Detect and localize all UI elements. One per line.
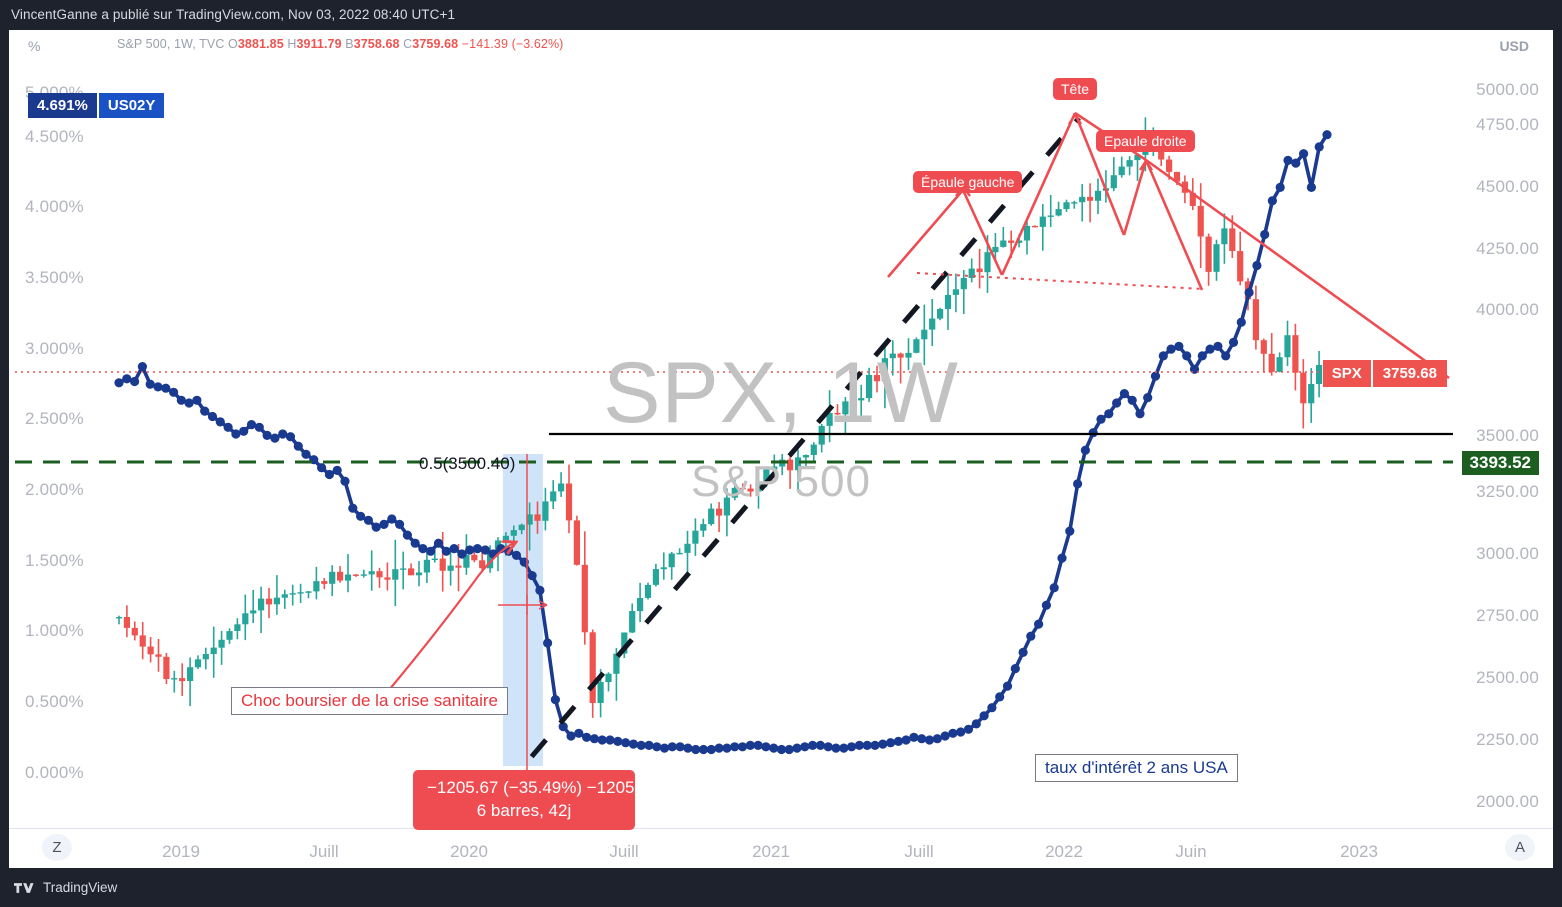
- legend-change: −141.39 (−3.62%): [461, 37, 564, 51]
- left-tick-1500: 1.500%: [25, 551, 84, 570]
- right-tick-4500: 4500.00: [1476, 177, 1539, 196]
- left-tick-4000: 4.000%: [25, 197, 84, 216]
- time-tick-juin-2022: Juin: [1175, 842, 1207, 861]
- right-tick-2000: 2000.00: [1476, 792, 1539, 811]
- right-tick-4250: 4250.00: [1476, 239, 1539, 258]
- left-tick-1000: 1.000%: [25, 621, 84, 640]
- timezone-pill[interactable]: Z: [42, 834, 72, 861]
- us02y-ticker-badge[interactable]: 4.691% US02Y: [28, 93, 165, 118]
- right-axis-unit: USD: [1499, 38, 1529, 54]
- dashed-trendline: [501, 116, 1081, 792]
- right-tick-2500: 2500.00: [1476, 668, 1539, 687]
- right-tick-2750: 2750.00: [1476, 606, 1539, 625]
- time-tick-juill-2020: Juill: [609, 842, 639, 861]
- legend-close-label: C: [403, 37, 413, 51]
- time-axis[interactable]: Z 2019 Juill 2020 Juill 2021 Juill 2022 …: [9, 828, 1553, 868]
- descending-resistance-line: [1145, 158, 1450, 380]
- auto-scale-pill[interactable]: A: [1505, 834, 1535, 861]
- us02y-line-series: [114, 130, 1332, 755]
- spx-ticker: SPX: [1322, 360, 1371, 387]
- left-tick-0500: 0.500%: [25, 692, 84, 711]
- neckline-dotted: [916, 272, 1204, 290]
- spx-last-price: 3759.68: [1370, 360, 1447, 387]
- epaule-droite-pointer: [1139, 158, 1153, 171]
- chart-panel[interactable]: SPX, 1W S&P 500 % USD S&P 500, 1W, TVC O…: [9, 30, 1553, 868]
- chart-legend[interactable]: S&P 500, 1W, TVC O3881.85 H3911.79 B3758…: [117, 37, 563, 51]
- measure-tool-line1: −1205.67 (−35.49%) −120567: [427, 778, 654, 797]
- legend-high-value: 3911.79: [296, 37, 342, 51]
- us02y-ticker: US02Y: [96, 93, 165, 118]
- legend-close-value: 3759.68: [412, 37, 459, 51]
- time-tick-juill-2021: Juill: [904, 842, 934, 861]
- legend-low-label: B: [345, 37, 354, 51]
- label-tete[interactable]: Tête: [1053, 78, 1098, 100]
- covid-highlight-region: [503, 454, 543, 766]
- footer-bar: TradingView: [0, 868, 1562, 907]
- attribution-bar: VincentGanne a publié sur TradingView.co…: [0, 0, 1562, 28]
- label-choc-boursier[interactable]: Choc boursier de la crise sanitaire: [231, 687, 509, 715]
- tete-pointer: [1068, 112, 1082, 125]
- time-tick-2021: 2021: [752, 842, 790, 861]
- legend-symbol[interactable]: S&P 500, 1W, TVC: [117, 37, 225, 51]
- left-tick-2500: 2.500%: [25, 409, 84, 428]
- left-axis-unit: %: [28, 38, 41, 54]
- footer-brand: TradingView: [43, 880, 118, 895]
- left-tick-2000: 2.000%: [25, 480, 84, 499]
- time-tick-juill-2019: Juill: [309, 842, 339, 861]
- chart-drawing-layer: [15, 111, 1453, 799]
- spx-price-badge[interactable]: SPX 3759.68: [1322, 360, 1447, 387]
- right-tick-5000: 5000.00: [1476, 80, 1539, 99]
- us02y-value: 4.691%: [28, 93, 97, 118]
- label-fib-level[interactable]: 0.5(3500.40): [419, 454, 516, 473]
- left-tick-3000: 3.000%: [25, 339, 84, 358]
- label-epaule-gauche[interactable]: Épaule gauche: [913, 171, 1023, 193]
- measure-tool-line2: 6 barres, 42j: [476, 800, 572, 820]
- attribution-text: VincentGanne a publié sur TradingView.co…: [11, 6, 456, 22]
- time-tick-2022: 2022: [1045, 842, 1083, 861]
- right-tick-4750: 4750.00: [1476, 115, 1539, 134]
- right-tick-4000: 4000.00: [1476, 300, 1539, 319]
- right-tick-3250: 3250.00: [1476, 482, 1539, 501]
- time-tick-2023: 2023: [1340, 842, 1378, 861]
- measure-tool-label[interactable]: −1205.67 (−35.49%) −120567 6 barres, 42j: [413, 770, 654, 830]
- green-level-price-tag[interactable]: 3393.52: [1461, 451, 1539, 475]
- right-tick-2250: 2250.00: [1476, 730, 1539, 749]
- label-taux-interet[interactable]: taux d'intérêt 2 ans USA: [1035, 754, 1238, 782]
- tradingview-logo-icon: [14, 881, 36, 895]
- right-tick-3500: 3500.00: [1476, 426, 1539, 445]
- legend-open-label: O: [228, 37, 238, 51]
- choc-arrow: [388, 543, 514, 691]
- candlestick-series: [115, 117, 1331, 718]
- time-tick-2019: 2019: [162, 842, 200, 861]
- legend-high-label: H: [287, 37, 297, 51]
- legend-open-value: 3881.85: [237, 37, 284, 51]
- right-tick-3000: 3000.00: [1476, 544, 1539, 563]
- label-epaule-droite[interactable]: Epaule droite: [1096, 130, 1195, 152]
- legend-low-value: 3758.68: [353, 37, 400, 51]
- left-tick-3500: 3.500%: [25, 268, 84, 287]
- left-tick-4500: 4.500%: [25, 127, 84, 146]
- left-tick-0000: 0.000%: [25, 763, 84, 782]
- time-tick-2020: 2020: [450, 842, 488, 861]
